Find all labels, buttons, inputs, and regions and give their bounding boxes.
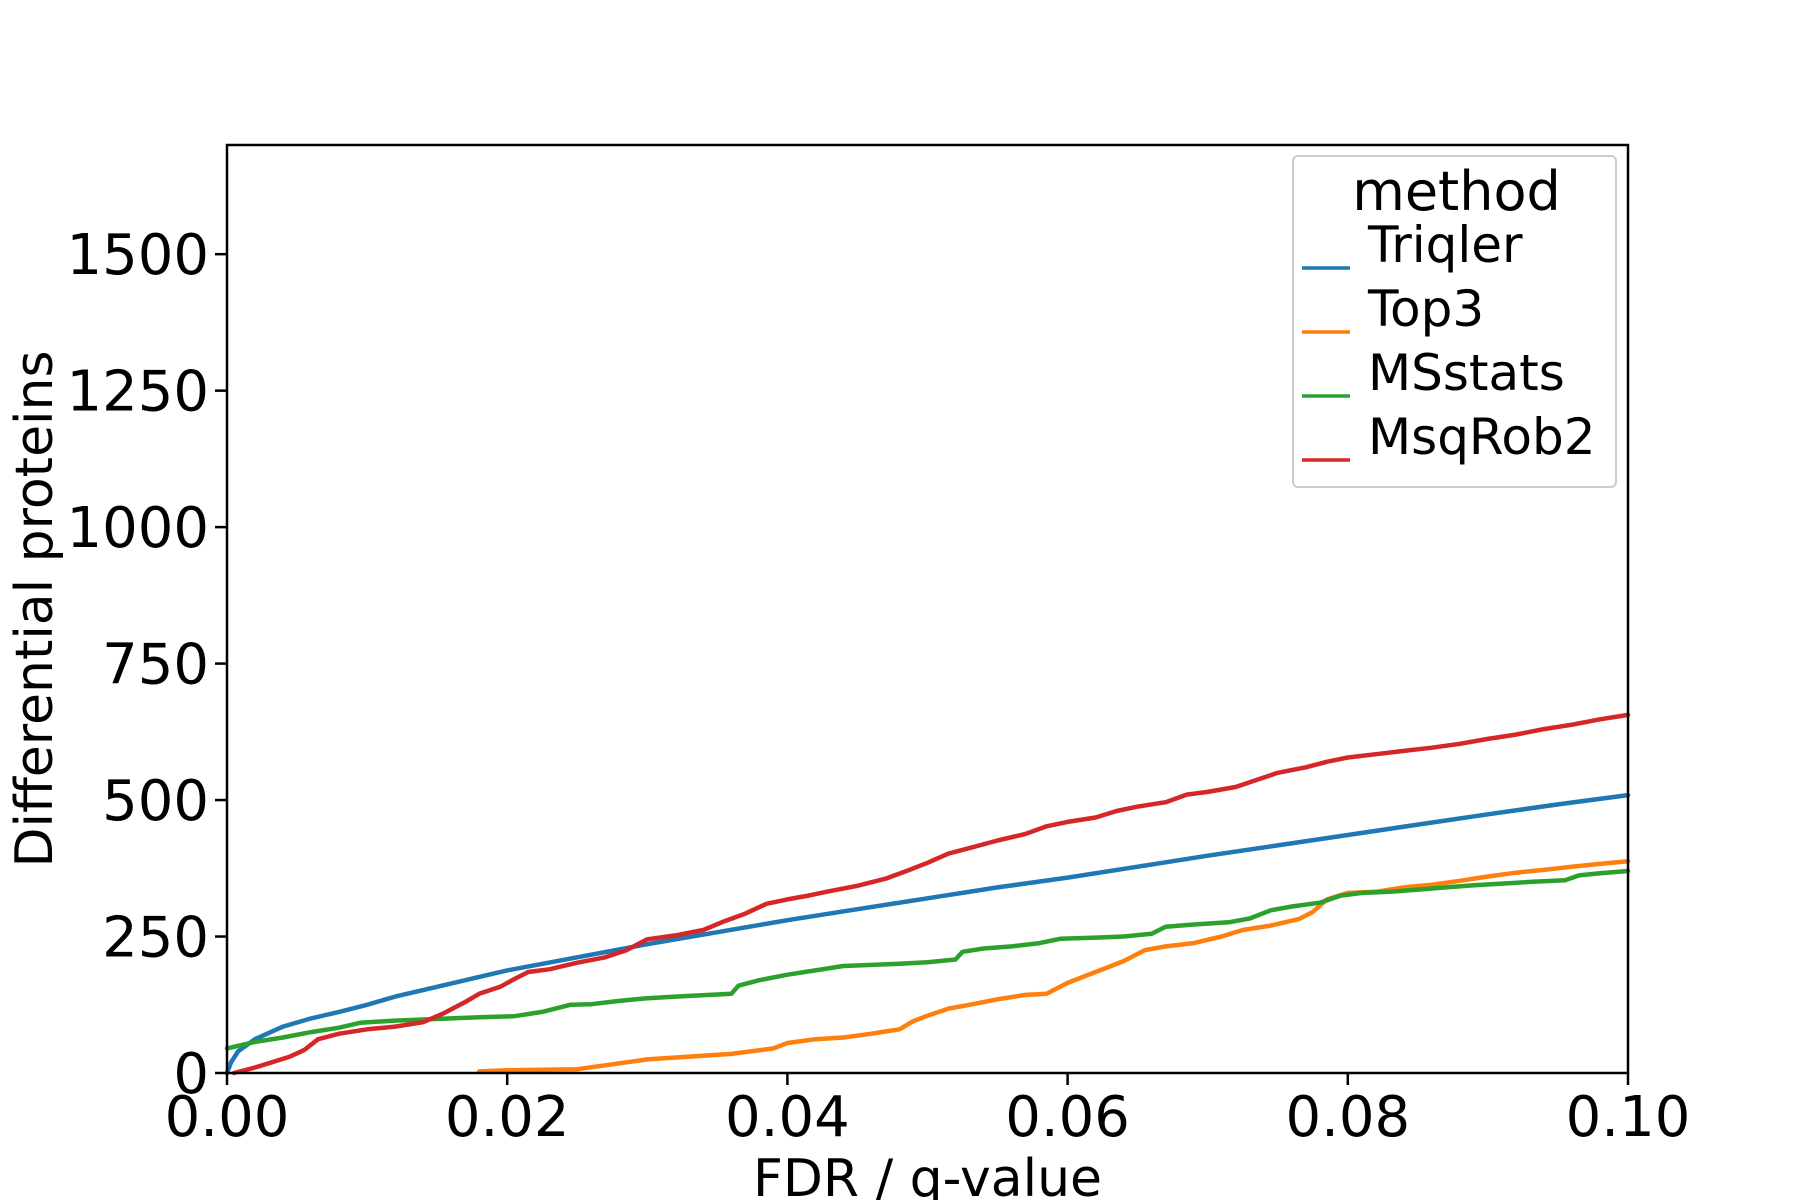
x-axis-label: FDR / q-value [753, 1149, 1102, 1200]
legend-label-triqler: Triqler [1367, 216, 1523, 274]
y-tick-label: 250 [102, 906, 209, 971]
series-line-msstats [224, 868, 1631, 1051]
series-line-top3 [476, 858, 1631, 1074]
y-axis: 0 250 500 750 1000 1250 1500 [66, 223, 227, 1107]
x-tick-label: 0.06 [1005, 1085, 1130, 1150]
x-tick-label: 0.08 [1285, 1085, 1410, 1150]
legend-label-msqrob2: MsqRob2 [1368, 408, 1596, 466]
x-tick-label: 0.10 [1566, 1085, 1691, 1150]
x-axis: 0.00 0.02 0.04 0.06 0.08 0.10 [165, 1073, 1691, 1150]
legend: method Triqler Top3 MSstats MsqRob2 [1292, 155, 1617, 488]
y-tick-label: 1500 [66, 223, 209, 288]
legend-title: method [1352, 160, 1561, 223]
plot-frame [225, 143, 1630, 1075]
y-tick-label: 1250 [66, 360, 209, 425]
series-line-triqler [224, 792, 1631, 1076]
y-axis-label: Differential proteins [5, 350, 65, 867]
y-tick-label: 500 [102, 769, 209, 834]
series-lines [224, 712, 1631, 1076]
y-tick-label: 750 [102, 633, 209, 698]
legend-label-top3: Top3 [1367, 280, 1484, 338]
y-tick-label: 1000 [66, 496, 209, 561]
series-line-msqrob2 [231, 712, 1631, 1076]
x-tick-label: 0.04 [725, 1085, 850, 1150]
legend-box [1292, 155, 1617, 488]
legend-items: Triqler Top3 MSstats MsqRob2 [1302, 216, 1596, 466]
y-tick-label: 0 [173, 1042, 209, 1107]
x-tick-label: 0.00 [165, 1085, 290, 1150]
x-tick-label: 0.02 [445, 1085, 570, 1150]
legend-label-msstats: MSstats [1368, 344, 1565, 402]
